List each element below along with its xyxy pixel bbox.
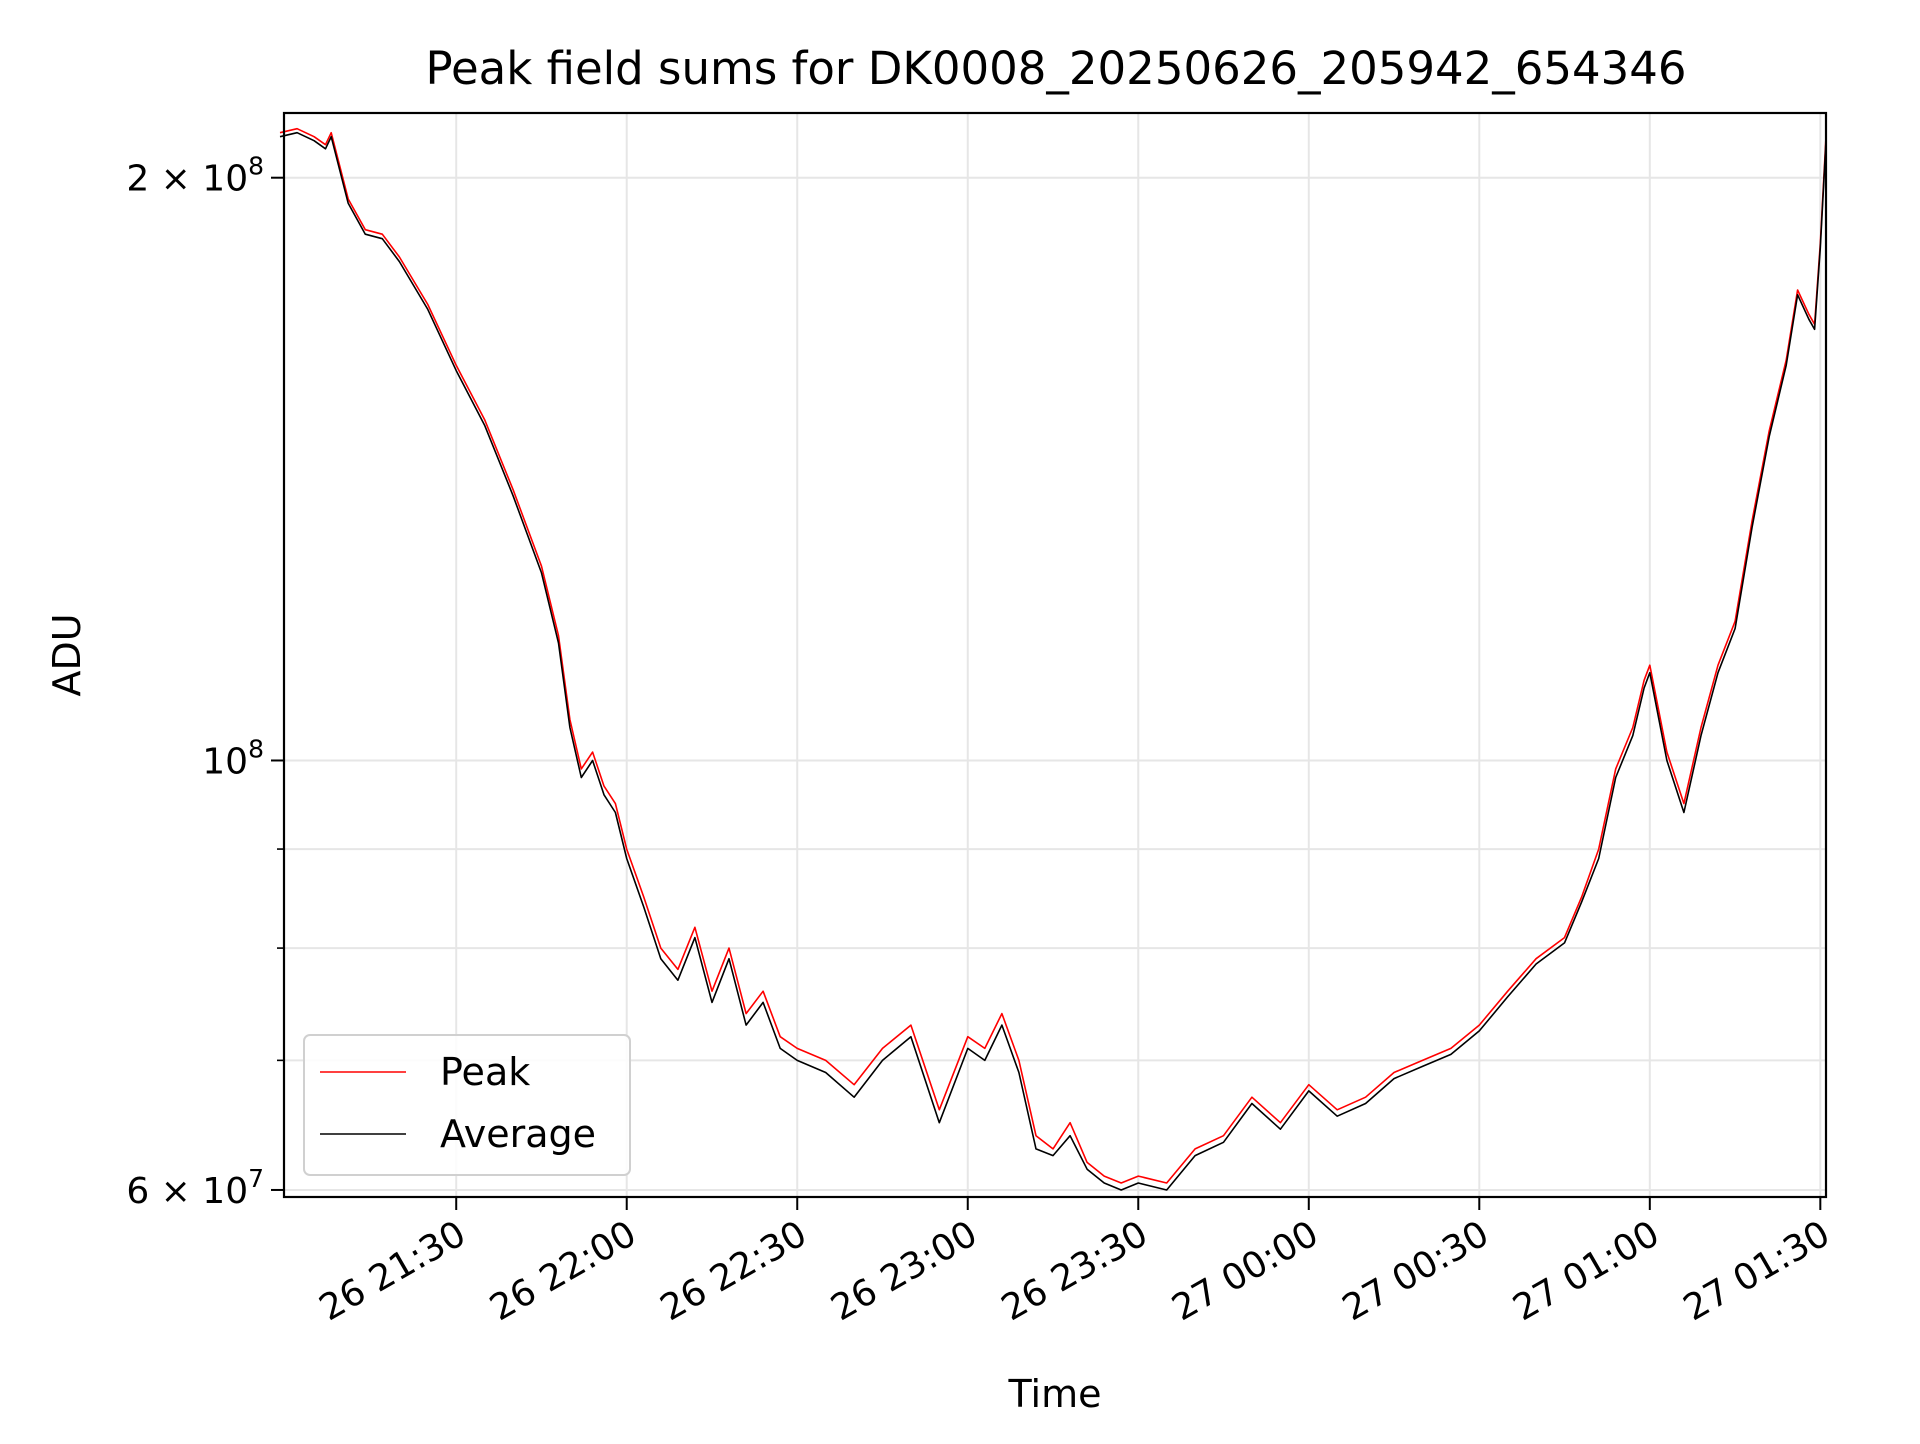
series-layer — [279, 127, 1827, 1191]
legend-label-peak: Peak — [440, 1050, 530, 1094]
grid — [284, 113, 1826, 1197]
chart-title: Peak field sums for DK0008_20250626_2059… — [425, 42, 1686, 95]
y-axis-label: ADU — [45, 613, 89, 696]
legend-box — [303, 1034, 631, 1176]
y-axis-ticks: 6 × 107 108 2 × 108 — [126, 152, 284, 1212]
plot-frame — [282, 111, 1828, 1199]
y-tick-label: 2 × 108 — [126, 152, 264, 200]
legend: Peak Average — [303, 1034, 631, 1176]
y-tick-label: 108 — [202, 734, 264, 782]
y-tick-label: 6 × 107 — [126, 1164, 264, 1212]
legend-label-average: Average — [440, 1112, 596, 1156]
x-axis-label: Time — [1008, 1372, 1102, 1416]
series-line-average — [279, 131, 1827, 1191]
series-line-peak — [279, 127, 1827, 1184]
